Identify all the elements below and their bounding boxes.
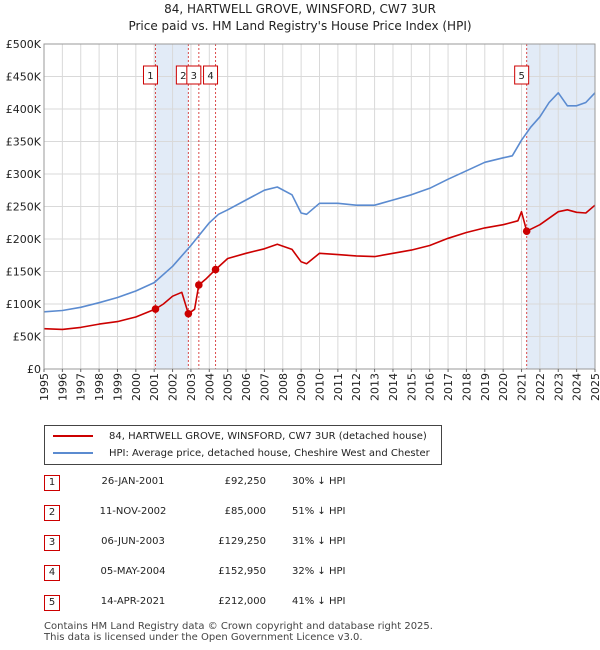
table-row: 5 14-APR-2021 £212,000 41% ↓ HPI: [44, 593, 444, 613]
x-tick-label: 2025: [589, 373, 600, 401]
x-tick-label: 2020: [497, 373, 510, 401]
transaction-date: 26-JAN-2001: [101, 476, 165, 487]
y-tick-label: £350K: [6, 136, 42, 149]
transaction-marker-box: [186, 65, 202, 85]
y-tick-label: £400K: [6, 103, 42, 116]
legend-swatch-hpi: [53, 452, 93, 454]
transaction-date: 06-JUN-2003: [101, 536, 165, 547]
transaction-price: £212,000: [218, 596, 266, 607]
transaction-number-badge: 5: [44, 595, 60, 611]
y-tick-label: £150K: [6, 266, 42, 279]
table-row: 3 06-JUN-2003 £129,250 31% ↓ HPI: [44, 533, 444, 553]
transaction-price: £92,250: [224, 476, 266, 487]
y-tick-label: £450K: [6, 71, 42, 84]
transaction-marker-label: 1: [147, 71, 153, 82]
transaction-marker-label: 5: [518, 71, 524, 82]
transaction-hpi-diff: 30% ↓ HPI: [292, 476, 346, 487]
y-tick-label: £0: [27, 363, 41, 376]
transaction-point: [522, 227, 531, 235]
x-tick-label: 2012: [350, 373, 363, 401]
transaction-price: £129,250: [218, 536, 266, 547]
x-tick-label: 2016: [424, 373, 437, 401]
attribution-footer: Contains HM Land Registry data © Crown c…: [44, 621, 433, 643]
x-tick-label: 2019: [479, 373, 492, 401]
legend-swatch-property: [53, 435, 93, 437]
transaction-date: 14-APR-2021: [100, 596, 166, 607]
transaction-date: 11-NOV-2002: [99, 506, 167, 517]
x-tick-label: 2002: [167, 373, 180, 401]
x-tick-label: 2000: [130, 373, 143, 401]
chart-subtitle: Price paid vs. HM Land Registry's House …: [128, 19, 472, 33]
x-tick-label: 2010: [314, 373, 327, 401]
transaction-number-badge: 1: [44, 475, 60, 491]
x-tick-label: 2008: [277, 373, 290, 401]
x-tick-label: 1996: [56, 373, 69, 401]
x-tick-label: 1998: [93, 373, 106, 401]
legend-item-hpi: HPI: Average price, detached house, Ches…: [53, 445, 430, 461]
transaction-hpi-diff: 31% ↓ HPI: [292, 536, 346, 547]
x-tick-label: 2023: [552, 373, 565, 401]
x-tick-label: 2024: [571, 373, 584, 401]
x-tick-label: 2001: [148, 373, 161, 401]
y-tick-label: £250K: [6, 201, 42, 214]
chart-legend: 84, HARTWELL GROVE, WINSFORD, CW7 3UR (d…: [44, 425, 442, 465]
attribution-line-1: Contains HM Land Registry data © Crown c…: [44, 621, 433, 632]
transaction-number-badge: 3: [44, 535, 60, 551]
transaction-marker-label: 3: [191, 71, 197, 82]
transaction-marker-box: [142, 65, 158, 85]
x-tick-label: 2005: [222, 373, 235, 401]
table-row: 4 05-MAY-2004 £152,950 32% ↓ HPI: [44, 563, 444, 583]
x-tick-label: 2009: [295, 373, 308, 401]
x-tick-label: 1995: [38, 373, 51, 401]
x-tick-label: 2006: [240, 373, 253, 401]
transaction-hpi-diff: 32% ↓ HPI: [292, 566, 346, 577]
price-chart: 1 2 3 4 5 £0 £50K £100K £150K £200K £250K £300K £350…: [6, 38, 600, 401]
y-tick-label: £100K: [6, 298, 42, 311]
x-tick-label: 2017: [442, 373, 455, 401]
transaction-marker-label: 4: [207, 71, 213, 82]
y-tick-label: £300K: [6, 168, 42, 181]
x-tick-label: 2015: [405, 373, 418, 401]
legend-item-property: 84, HARTWELL GROVE, WINSFORD, CW7 3UR (d…: [53, 428, 427, 444]
transaction-marker-box: [514, 65, 530, 85]
x-tick-label: 2004: [203, 373, 216, 401]
transaction-price: £85,000: [224, 506, 266, 517]
table-row: 1 26-JAN-2001 £92,250 30% ↓ HPI: [44, 473, 444, 493]
x-tick-label: 2013: [369, 373, 382, 401]
transaction-marker-label: 2: [180, 71, 186, 82]
x-tick-label: 2018: [460, 373, 473, 401]
y-tick-label: £500K: [6, 38, 42, 51]
transaction-hpi-diff: 41% ↓ HPI: [292, 596, 346, 607]
legend-label-property: 84, HARTWELL GROVE, WINSFORD, CW7 3UR (d…: [109, 430, 427, 442]
transaction-price: £152,950: [218, 566, 266, 577]
transaction-point: [211, 265, 220, 274]
chart-title: 84, HARTWELL GROVE, WINSFORD, CW7 3UR: [164, 2, 436, 16]
x-tick-label: 2021: [516, 373, 529, 401]
transaction-point: [151, 305, 160, 313]
transaction-point: [184, 309, 193, 318]
x-tick-label: 2011: [332, 373, 345, 401]
y-tick-label: £200K: [6, 233, 42, 246]
x-tick-label: 1999: [111, 373, 124, 401]
transaction-date: 05-MAY-2004: [100, 566, 166, 577]
x-tick-label: 1997: [75, 373, 88, 401]
transaction-marker-box: [203, 65, 219, 85]
hpi-line: [43, 92, 596, 313]
transaction-number-badge: 2: [44, 505, 60, 521]
transaction-point: [195, 281, 203, 289]
attribution-line-2: This data is licensed under the Open Gov…: [44, 632, 363, 643]
legend-label-hpi: HPI: Average price, detached house, Ches…: [109, 447, 430, 459]
x-tick-label: 2007: [258, 373, 271, 401]
x-tick-label: 2003: [185, 373, 198, 401]
transaction-number-badge: 4: [44, 565, 60, 581]
y-tick-label: £50K: [13, 331, 42, 344]
transaction-hpi-diff: 51% ↓ HPI: [292, 506, 346, 517]
x-tick-label: 2022: [534, 373, 547, 401]
x-tick-label: 2014: [387, 373, 400, 401]
table-row: 2 11-NOV-2002 £85,000 51% ↓ HPI: [44, 503, 444, 523]
